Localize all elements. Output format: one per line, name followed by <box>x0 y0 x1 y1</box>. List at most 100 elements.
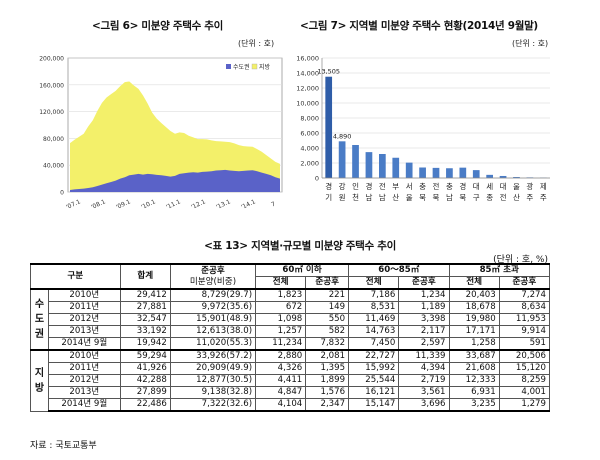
value-cell: 9,972(35.6) <box>169 301 257 314</box>
table-row: 지 방 2010년 59,294 33,926(57.2) 2,880 2,081 22,72… <box>30 349 551 412</box>
value-cell: 2,117 <box>398 325 450 338</box>
table13-unit: (단위 : 호, %) <box>493 255 548 265</box>
value-cell: 41,926 <box>119 362 171 375</box>
value-cell: 33,192 <box>119 325 171 338</box>
header-after: 준공후 <box>305 276 350 290</box>
figure6-unit: (단위 : 호) <box>238 39 275 48</box>
value-cell: 7,450 <box>348 337 400 351</box>
value-cell: 17,171 <box>448 325 500 338</box>
x-tick-label: '11.1 <box>165 198 182 211</box>
area-series-capital <box>70 169 280 192</box>
header-after: 준공후 <box>498 276 551 290</box>
table-row: 2014년 9월 22,486 7,322(32.6) 4,104 2,347 15,14… <box>31 398 551 412</box>
bar-4 <box>365 152 373 178</box>
x-label-bottom: 울 <box>406 193 413 202</box>
header-completed-sub: 미분양(비중) <box>189 276 237 287</box>
period-cell: 2014년 9월 <box>48 398 121 412</box>
y-tick-label: 120,000 <box>39 109 64 116</box>
value-cell: 6,931 <box>448 386 500 399</box>
value-cell: 1,258 <box>448 337 500 351</box>
header-all: 전체 <box>348 276 400 290</box>
value-cell: 19,942 <box>119 337 171 351</box>
bar-15 <box>513 177 520 178</box>
value-cell: 32,547 <box>119 313 171 326</box>
x-label-bottom: 북 <box>419 193 426 202</box>
value-cell: 19,980 <box>448 313 500 326</box>
y-tick-label: 80,000 <box>43 136 64 143</box>
bar-8 <box>419 167 426 178</box>
x-label-bottom: 남 <box>365 193 372 202</box>
period-cell: 2012년 <box>48 374 121 387</box>
data-label: 13,505 <box>317 68 340 76</box>
header-completed-label: 준공후 <box>201 265 225 276</box>
value-cell: 1,576 <box>305 386 350 399</box>
figure6-title: <그림 6> 미분양 주택수 추이 <box>92 20 224 32</box>
value-cell: 7,186 <box>348 288 400 302</box>
x-label-top: 충 <box>419 182 426 191</box>
header-total: 합계 <box>119 263 171 290</box>
y-tick-label: 6,000 <box>300 130 319 138</box>
header-group-85: 85㎡ 초과 <box>448 263 551 277</box>
value-cell: 2,347 <box>305 398 350 412</box>
y-tick-label: 16,000 <box>296 55 319 63</box>
value-cell: 12,333 <box>448 374 500 387</box>
header-gubun: 구분 <box>30 263 121 290</box>
x-label-top: 전 <box>433 181 440 191</box>
header-completed: 준공후 미분양(비중) <box>169 263 257 290</box>
x-tick-label: '12.1 <box>190 198 207 211</box>
value-cell: 4,394 <box>398 362 450 375</box>
period-cell: 2011년 <box>48 301 121 314</box>
value-cell: 4,847 <box>255 386 307 399</box>
x-label-bottom: 원 <box>339 193 346 202</box>
period-cell: 2014년 9월 <box>48 337 121 351</box>
regional-unsold-bar-chart: 16,000 14,000 12,000 10,000 8,000 6,000 4,000 2… <box>296 55 550 202</box>
value-cell: 16,121 <box>348 386 400 399</box>
period-cell: 2013년 <box>48 325 121 338</box>
x-label-top: 서 <box>406 182 413 191</box>
unsold-housing-trend-chart: 200,000 160,000 120,000 80,000 40,000 0'07.1 '… <box>39 56 283 211</box>
figure7-title: <그림 7> 지역별 미분양 주택수 현황(2014년 9월말) <box>300 20 538 32</box>
bar-11 <box>459 167 467 178</box>
value-cell: 582 <box>305 325 350 338</box>
x-label-bottom: 산 <box>392 192 399 202</box>
x-label-bottom: 남 <box>379 193 386 202</box>
value-cell: 12,877(30.5) <box>169 374 257 387</box>
x-label-bottom: 전 <box>500 192 507 202</box>
y-tick-label: 10,000 <box>296 100 319 108</box>
value-cell: 11,339 <box>398 349 450 363</box>
x-label-bottom: 주 <box>526 193 533 202</box>
value-cell: 15,120 <box>498 362 551 375</box>
x-label-top: 울 <box>513 182 520 191</box>
value-cell: 2,880 <box>255 349 307 363</box>
bar-9 <box>432 167 440 178</box>
header-all: 전체 <box>255 276 307 290</box>
x-label-top: 경 <box>365 181 372 191</box>
table-row: 2011년 41,926 20,909(49.9) 4,326 1,395 15,992 4… <box>31 362 551 375</box>
value-cell: 59,294 <box>119 349 171 363</box>
x-tick-label: 7 <box>270 201 277 209</box>
value-cell: 3,235 <box>448 398 500 412</box>
value-cell: 7,832 <box>305 337 350 351</box>
table-row: 2011년 27,881 9,972(35.6) 672 149 8,531 1,189 18… <box>31 301 551 314</box>
bar-7 <box>405 162 413 178</box>
regional-size-table: 구분 합계 준공후 미분양(비중) 60㎡ 이하 60～85㎡ 85㎡ 초과 전… <box>30 263 551 412</box>
table-row: 2013년 33,192 12,613(38.0) 1,257 582 14,763 2,1… <box>31 325 551 338</box>
period-cell: 2010년 <box>48 349 121 363</box>
value-cell: 4,411 <box>255 374 307 387</box>
value-cell: 591 <box>498 337 551 351</box>
bar-14 <box>499 175 507 178</box>
legend-label-capital: 수도권 <box>233 63 250 71</box>
value-cell: 9,914 <box>498 325 551 338</box>
header-group-60-85: 60～85㎡ <box>348 263 450 277</box>
x-label-bottom: 종 <box>486 193 493 202</box>
x-tick-label: '09.1 <box>115 198 132 211</box>
bar-5 <box>379 154 386 178</box>
value-cell: 221 <box>305 288 350 302</box>
period-cell: 2012년 <box>48 313 121 326</box>
x-label-bottom: 산 <box>513 192 520 202</box>
x-tick-label: '13.1 <box>215 198 232 211</box>
x-label-top: 충 <box>446 182 453 191</box>
value-cell: 7,274 <box>498 288 551 302</box>
value-cell: 2,081 <box>305 349 350 363</box>
table-row: 2014년 9월 19,942 11,020(55.3) 11,234 7,832 7,4… <box>31 337 551 351</box>
